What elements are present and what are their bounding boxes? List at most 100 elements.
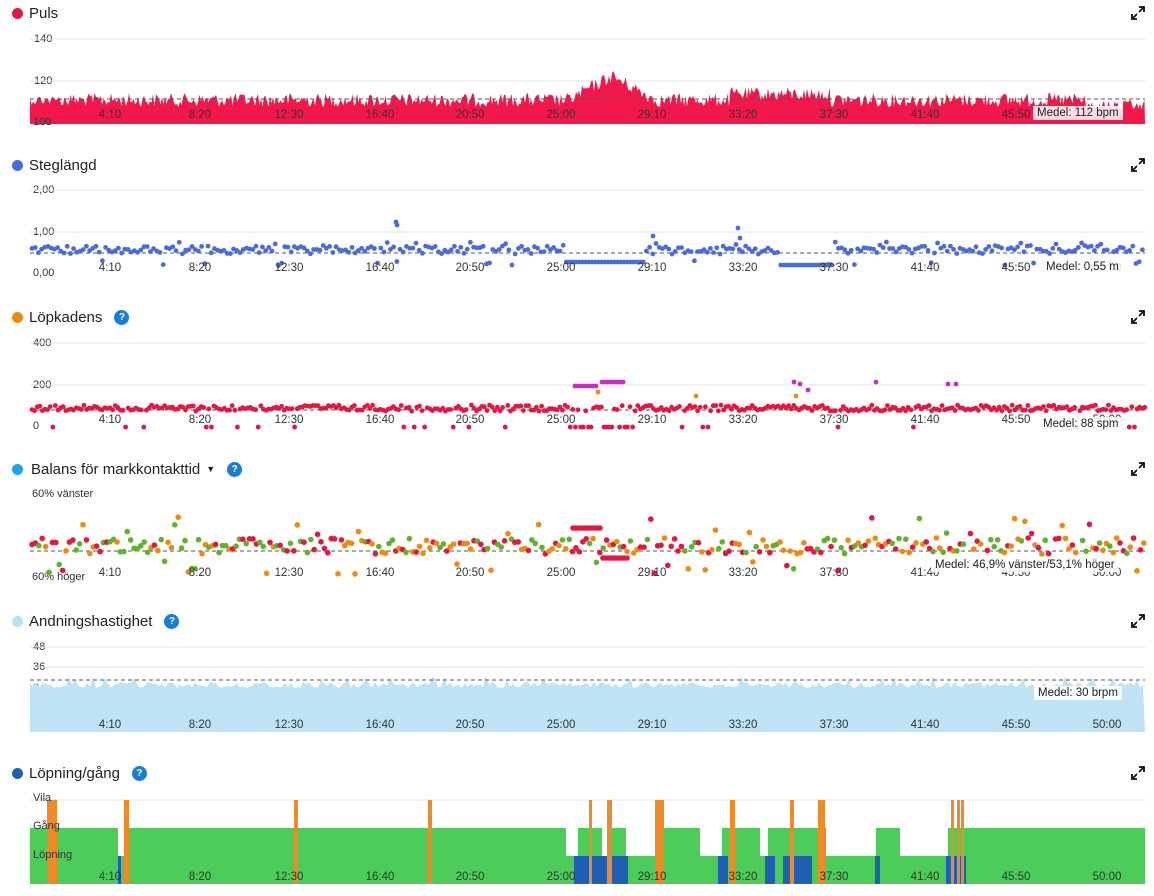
data-point (640, 259, 646, 265)
rest-band (124, 800, 129, 884)
data-point (64, 243, 70, 249)
data-point (903, 536, 909, 542)
data-point (835, 424, 841, 430)
data-point (866, 406, 872, 412)
data-point (763, 543, 770, 550)
expand-icon[interactable] (1130, 613, 1146, 629)
data-point (519, 243, 524, 249)
data-point (1130, 243, 1136, 249)
data-point (42, 543, 49, 550)
data-point (650, 251, 656, 257)
data-point (87, 550, 93, 557)
data-point (880, 245, 886, 251)
data-point (678, 543, 685, 550)
running-band (574, 856, 628, 884)
data-point (569, 548, 576, 555)
data-point (1028, 243, 1033, 248)
data-point (661, 535, 668, 541)
data-point (797, 381, 803, 387)
data-point (209, 424, 214, 430)
expand-icon[interactable] (1130, 461, 1146, 477)
data-point (50, 424, 56, 430)
data-point (933, 535, 940, 541)
data-point (746, 246, 752, 251)
data-point (331, 536, 338, 542)
data-point (614, 407, 620, 412)
data-point (906, 549, 912, 556)
data-point (141, 424, 147, 430)
data-point (994, 537, 1001, 543)
lopning-chart: Vila Gång Löpning 4:10 8:20 12:30 16:40 20:50 25… (30, 792, 1145, 884)
data-point (83, 537, 90, 543)
data-point (593, 559, 600, 566)
data-point (619, 403, 625, 409)
chevron-down-icon[interactable]: ▼ (206, 464, 216, 474)
x-tick-label: 4:10 (99, 109, 121, 121)
x-tick-label: 12:30 (275, 567, 304, 579)
data-point (877, 242, 883, 248)
data-point (1021, 249, 1027, 255)
data-point (1001, 549, 1008, 556)
data-point (255, 424, 261, 430)
data-point (1120, 245, 1126, 251)
rest-band (607, 800, 612, 884)
data-point (541, 249, 547, 254)
help-icon[interactable]: ? (227, 461, 243, 477)
balans-title[interactable]: Balans för markkontakttid ▼ ? (12, 460, 243, 478)
help-icon[interactable]: ? (114, 309, 130, 325)
data-point (648, 403, 654, 408)
data-point (685, 565, 691, 572)
data-point (852, 262, 857, 267)
data-point (96, 249, 102, 255)
x-tick-label: 45:50 (1002, 109, 1031, 121)
data-point (703, 404, 708, 410)
rest-band (428, 800, 432, 884)
data-point (730, 246, 736, 252)
data-point (1086, 521, 1093, 528)
steglangd-legend-dot (12, 159, 23, 171)
data-point (525, 547, 532, 554)
help-icon[interactable]: ? (164, 613, 180, 629)
x-tick-label: 45:50 (1002, 262, 1031, 274)
data-point (403, 549, 409, 556)
x-tick-label: 45:50 (1002, 871, 1031, 883)
data-point (583, 408, 589, 414)
data-point (279, 260, 284, 266)
data-point (394, 259, 400, 264)
data-point (257, 539, 263, 546)
data-point (1073, 549, 1079, 556)
data-point (141, 539, 147, 545)
data-point (1056, 535, 1062, 542)
data-point (263, 570, 270, 577)
data-point (906, 247, 912, 252)
y-tick-label: 0 (33, 420, 39, 432)
data-point (682, 548, 688, 554)
data-point (401, 424, 407, 430)
rest-band (294, 800, 298, 884)
data-point (539, 403, 544, 409)
expand-icon[interactable] (1130, 5, 1146, 21)
data-point (123, 424, 128, 430)
lopning-panel: Löpning/gång ? Vila Gång Löpning 4:10 8:20 12… (0, 760, 1154, 896)
expand-icon[interactable] (1130, 309, 1146, 325)
data-point (478, 541, 484, 548)
expand-icon[interactable] (1130, 157, 1146, 173)
x-tick-label: 37:30 (820, 567, 849, 579)
data-point (650, 233, 656, 239)
y-tick-label: Gång (33, 820, 60, 832)
data-point (1134, 568, 1140, 574)
data-point (432, 244, 438, 249)
data-point (1100, 547, 1106, 554)
expand-icon[interactable] (1130, 765, 1146, 781)
lopkadens-medel: Medel: 88 spm (1039, 417, 1123, 431)
data-point (269, 248, 275, 254)
data-point (416, 543, 423, 550)
data-point (480, 243, 486, 249)
data-point (937, 407, 942, 413)
data-point (518, 403, 524, 409)
help-icon[interactable]: ? (131, 765, 147, 781)
data-point (258, 403, 264, 409)
data-point (397, 246, 403, 252)
data-point (842, 247, 848, 253)
puls-legend-dot (12, 7, 23, 19)
